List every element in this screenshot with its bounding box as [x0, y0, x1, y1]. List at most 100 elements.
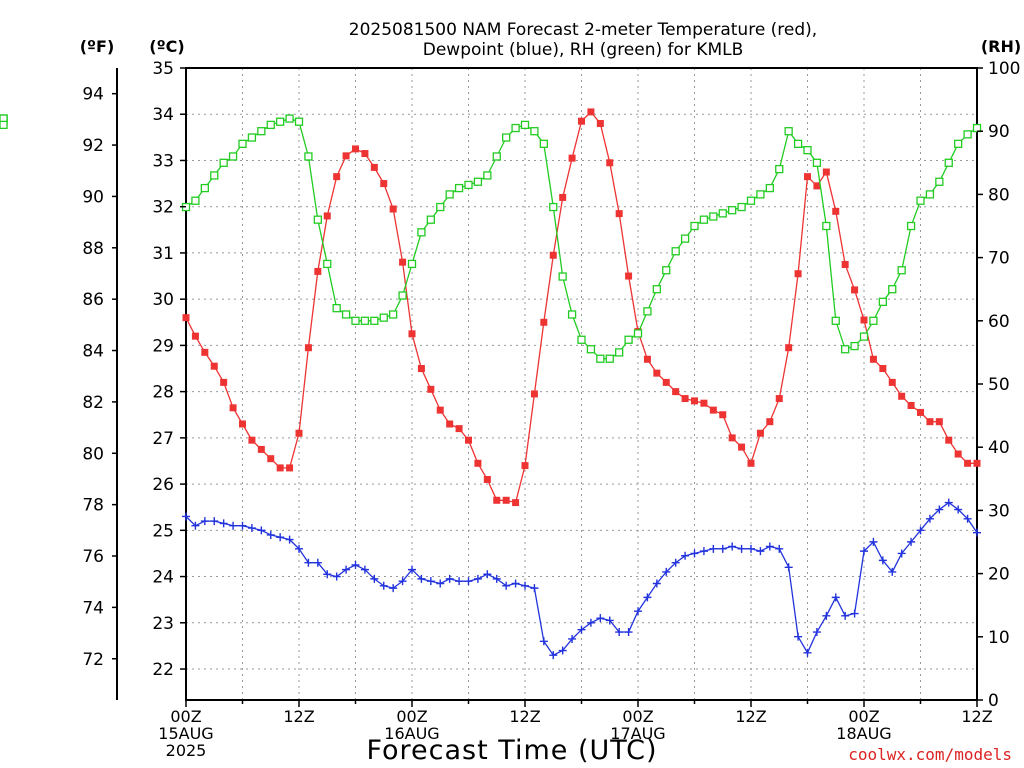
rh-point — [0, 120, 8, 130]
dewpoint-point — [596, 614, 605, 623]
dewpoint-point — [398, 577, 407, 586]
rh-point — [746, 196, 756, 205]
temperature-point — [879, 365, 887, 373]
rh-point — [191, 196, 200, 205]
dewpoint-point — [869, 537, 878, 546]
rh-point — [822, 221, 831, 231]
temperature-point — [540, 318, 548, 326]
rh-point — [784, 127, 793, 136]
dewpoint-point — [304, 558, 313, 567]
temperature-point — [747, 459, 755, 467]
temperature-point — [869, 355, 877, 363]
temperature-point — [229, 404, 237, 412]
dewpoint-point — [530, 584, 539, 593]
rh-point — [558, 272, 567, 281]
rh-tick-label: 100 — [988, 59, 1020, 79]
dewpoint-point — [276, 533, 285, 542]
dewpoint-point — [323, 570, 332, 579]
dewpoint-point — [944, 498, 953, 507]
temperature-point — [973, 459, 981, 467]
rh-point — [332, 304, 341, 313]
rh-point — [596, 354, 605, 363]
dewpoint-point — [370, 574, 379, 583]
rh-tick-label: 90 — [988, 122, 1010, 142]
rh-point — [511, 123, 520, 133]
temperature-point — [465, 436, 472, 444]
rh-point — [247, 133, 257, 142]
rh-point — [323, 259, 332, 269]
fahrenheit-tick-label: 76 — [82, 547, 104, 567]
rh-point — [200, 183, 209, 193]
temperature-point — [888, 378, 896, 386]
temperature-point — [549, 251, 557, 259]
dewpoint-point — [266, 530, 275, 539]
fahrenheit-tick-label: 74 — [82, 598, 104, 618]
chart-title-line-2: Dewpoint (blue), RH (green) for KMLB — [423, 40, 744, 60]
dewpoint-point — [907, 537, 916, 546]
dewpoint-point — [699, 547, 708, 556]
rh-point — [313, 215, 322, 224]
fahrenheit-tick-label: 90 — [82, 187, 104, 207]
dewpoint-point — [737, 544, 746, 553]
dewpoint-point — [822, 611, 831, 620]
dewpoint-point — [426, 577, 435, 586]
rh-point — [238, 139, 247, 148]
temperature-point — [483, 475, 491, 483]
time-tick-label: 12Z — [735, 707, 766, 726]
rh-point — [652, 285, 661, 294]
rh-point — [906, 221, 916, 231]
temperature-point — [738, 443, 746, 451]
rh-point — [492, 152, 501, 161]
temperature-point — [286, 464, 294, 472]
rh-point — [888, 285, 897, 294]
rh-point — [925, 190, 935, 199]
temperature-point — [304, 344, 312, 352]
rh-point — [709, 212, 718, 221]
celsius-tick-label: 27 — [152, 429, 174, 449]
temperature-point — [182, 314, 190, 322]
rh-point — [633, 329, 643, 338]
temperature-point — [917, 408, 924, 416]
dewpoint-point — [747, 544, 755, 553]
temperature-point — [521, 462, 529, 470]
dewpoint-point — [954, 505, 963, 514]
dewpoint-point — [794, 632, 803, 641]
dewpoint-point — [681, 551, 690, 560]
dewpoint-point — [831, 593, 840, 602]
rh-tick-label: 70 — [988, 249, 1010, 269]
dewpoint-point — [455, 577, 464, 586]
rh-point — [228, 152, 238, 161]
temperature-point — [436, 406, 444, 414]
temperature-point — [596, 119, 604, 127]
temperature-point — [201, 348, 209, 356]
temperature-point — [681, 395, 689, 403]
dewpoint-point — [473, 574, 482, 583]
temperature-point — [248, 436, 256, 444]
dewpoint-point — [860, 547, 868, 556]
rh-point — [276, 117, 285, 126]
time-tick-label: 16AUG — [384, 724, 439, 743]
temperature-point — [314, 267, 322, 275]
temperature-point — [756, 429, 764, 437]
temperature-point — [926, 418, 934, 426]
temperature-point — [672, 388, 680, 396]
rh-point — [944, 158, 953, 167]
dewpoint-point — [652, 579, 661, 588]
dewpoint-point — [502, 581, 511, 590]
temperature-point — [691, 397, 698, 405]
rh-point — [728, 206, 737, 215]
time-tick-label: 00Z — [396, 707, 427, 726]
dewpoint-point — [662, 567, 671, 576]
dewpoint-point — [784, 563, 793, 572]
dewpoint-point — [568, 634, 577, 643]
temperature-point — [813, 182, 821, 190]
rh-point — [662, 266, 671, 275]
fahrenheit-tick-label: 94 — [82, 85, 104, 105]
celsius-tick-label: 30 — [152, 290, 174, 310]
rh-point — [266, 120, 275, 130]
temperature-point — [709, 406, 717, 414]
rh-point — [671, 247, 680, 256]
rh-point — [643, 307, 652, 316]
dewpoint-point — [332, 572, 341, 581]
